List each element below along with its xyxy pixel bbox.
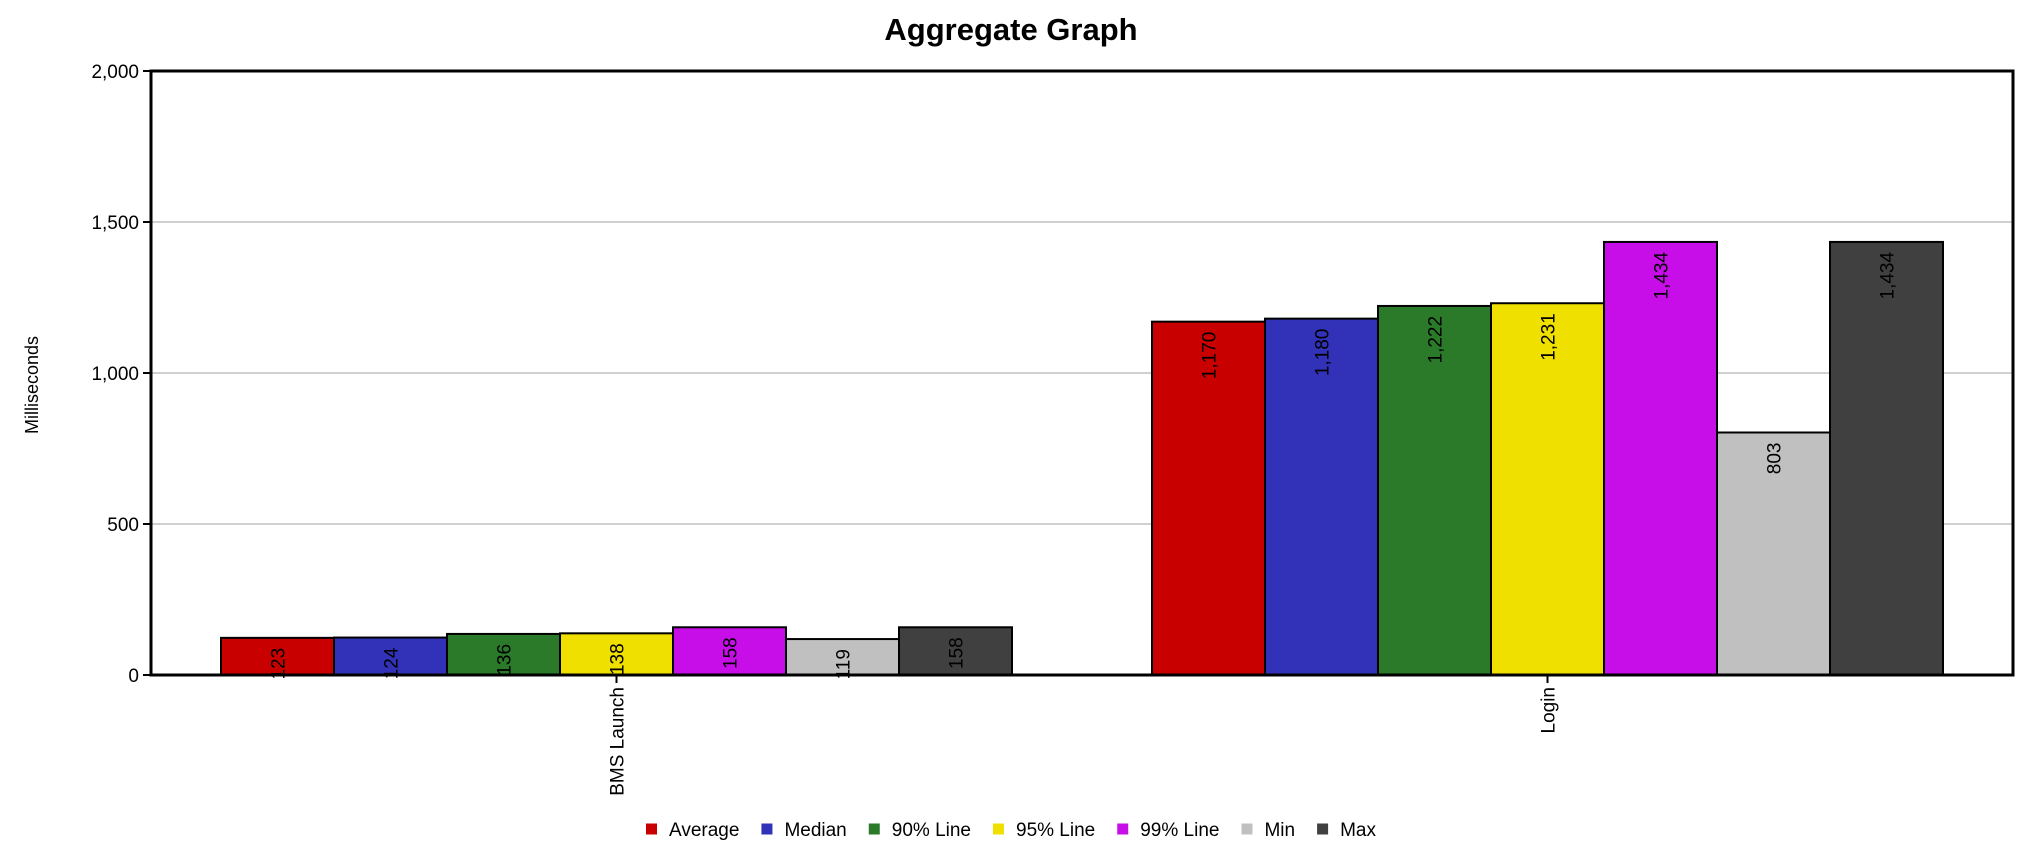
y-tick-label: 500 (107, 515, 139, 536)
bar-max-1 (1829, 240, 1944, 676)
data-label: 136 (495, 644, 516, 676)
data-label: 158 (721, 637, 742, 669)
data-label: 1,170 (1200, 332, 1221, 380)
legend-label: 95% Line (1016, 820, 1095, 841)
data-label: 123 (269, 648, 290, 680)
bar-median-0 (333, 636, 448, 676)
legend-swatch (1317, 823, 1329, 835)
bar-max-0 (898, 626, 1013, 676)
data-label: 124 (382, 647, 403, 679)
legend-swatch (1241, 823, 1253, 835)
legend-swatch (993, 823, 1004, 835)
data-label: 138 (608, 643, 629, 675)
data-label: 803 (1765, 442, 1786, 474)
legend-label: Min (1264, 820, 1295, 841)
y-tick-label: 2,000 (91, 62, 139, 83)
data-label: 1,180 (1313, 329, 1334, 377)
legend-label: 90% Line (892, 820, 971, 841)
legend-item-90-line: 90% Line (868, 820, 971, 841)
legend-swatch (646, 823, 657, 835)
chart-title: Aggregate Graph (884, 12, 1137, 47)
bar-average-0 (220, 636, 335, 677)
bar-min-1 (1716, 431, 1831, 676)
legend-swatch (761, 823, 773, 835)
legend-item-average: Average (646, 820, 739, 841)
x-axis-ticks: BMS Launch Login (608, 675, 1560, 796)
y-axis-ticks: 0 500 1,000 1,500 2,000 (91, 62, 151, 687)
data-label: 1,434 (1652, 251, 1673, 299)
y-tick-label: 1,500 (91, 213, 139, 234)
legend: Average Median 90% Line 95% Line 99% Line Min… (646, 820, 1376, 841)
legend-swatch (1117, 823, 1129, 835)
x-tick-label: Login (1539, 687, 1560, 734)
legend-label: 99% Line (1140, 820, 1219, 841)
legend-item-99-line: 99% Line (1117, 820, 1219, 841)
legend-swatch (868, 823, 880, 835)
x-tick-label: BMS Launch (608, 687, 629, 796)
data-labels: 123 124 136 138 158 119 158 1,170 1,180 1,222 1,23… (269, 251, 1899, 679)
data-label: 1,231 (1539, 313, 1560, 361)
bar-90-line-0 (446, 632, 561, 676)
bar-90-line-1 (1377, 304, 1492, 676)
bar-average-1 (1151, 320, 1266, 676)
y-tick-label: 0 (128, 666, 139, 687)
legend-label: Max (1340, 820, 1376, 841)
legend-item-max: Max (1317, 820, 1376, 841)
data-label: 1,434 (1878, 251, 1899, 299)
y-axis-label: Milliseconds (22, 336, 42, 434)
data-label: 158 (947, 637, 968, 669)
data-label: 1,222 (1426, 316, 1447, 364)
legend-item-95-line: 95% Line (993, 820, 1095, 841)
data-label: 119 (834, 649, 855, 679)
legend-item-min: Min (1241, 820, 1295, 841)
bar-median-1 (1264, 317, 1379, 676)
bars (220, 240, 1944, 677)
legend-label: Average (669, 820, 739, 841)
legend-label: Median (784, 820, 846, 841)
y-tick-label: 1,000 (91, 364, 139, 385)
bar-99-line-1 (1603, 240, 1718, 676)
legend-item-median: Median (761, 820, 847, 841)
